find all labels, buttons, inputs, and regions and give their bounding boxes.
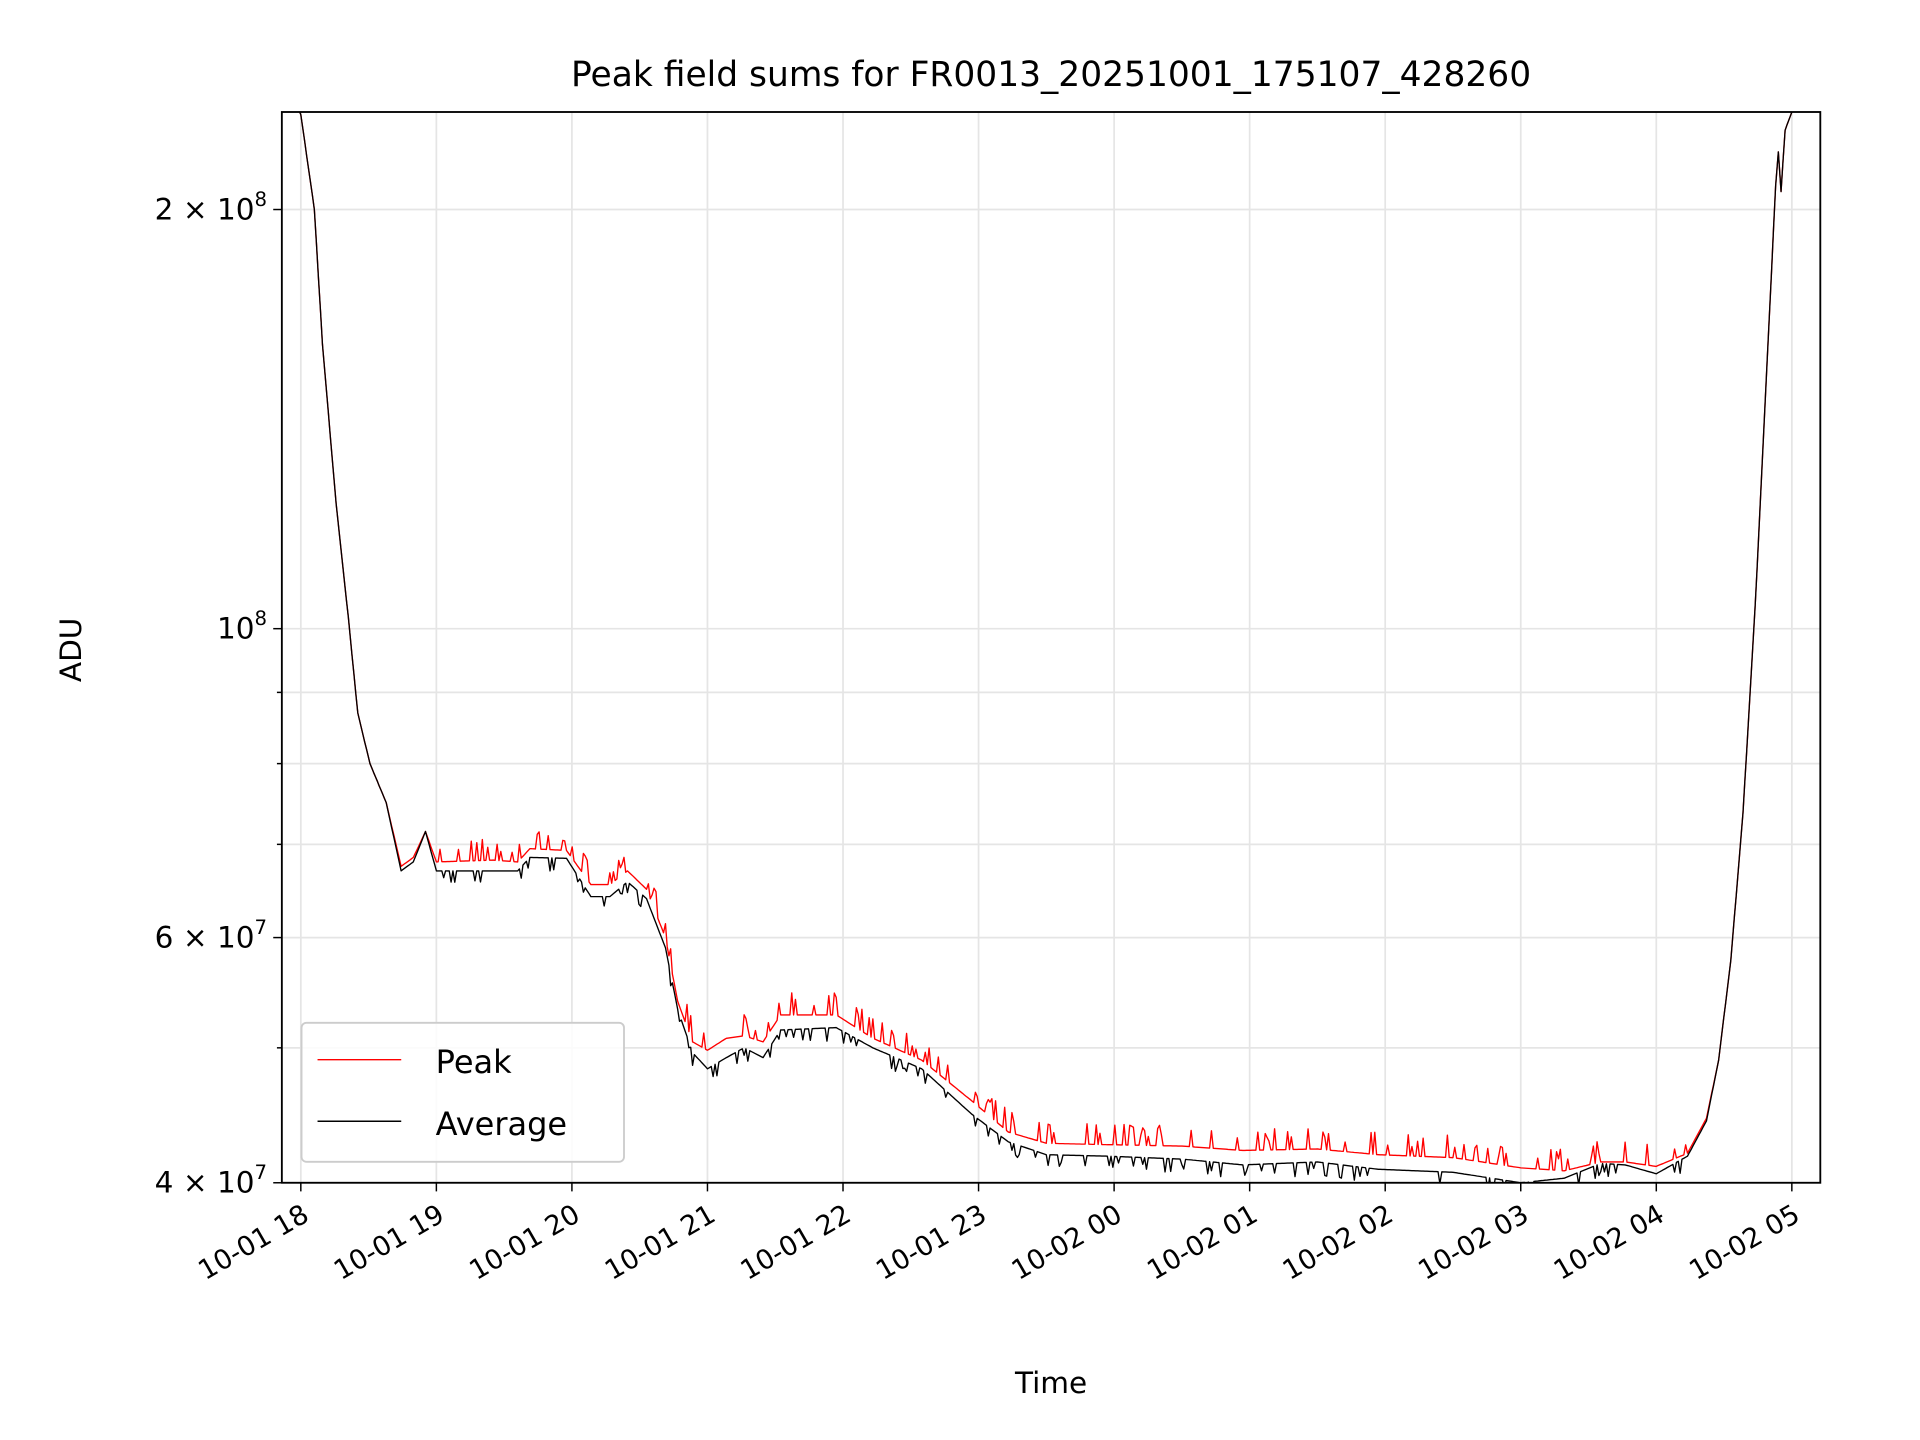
x-tick-label: 10-02 01: [1142, 1199, 1263, 1287]
x-tick-label: 10-01 23: [871, 1199, 992, 1287]
x-tick-label: 10-01 21: [600, 1199, 721, 1287]
y-tick-label: 2 × 108: [155, 188, 267, 227]
legend-average-label: Average: [436, 1105, 567, 1143]
legend-box: [300, 1021, 625, 1163]
plot-frame: [280, 111, 1822, 1184]
y-tick-label: 6 × 107: [155, 916, 267, 955]
x-tick-label: 10-01 18: [193, 1199, 314, 1287]
series-line-peak: [298, 112, 1793, 1172]
x-axis-label: Time: [1014, 1366, 1087, 1400]
x-tick-label: 10-02 02: [1278, 1199, 1399, 1287]
x-tick-label: 10-02 03: [1413, 1199, 1534, 1287]
legend: Peak Average: [300, 1021, 625, 1163]
y-tick-label: 108: [217, 607, 267, 646]
x-tick-label: 10-02 05: [1684, 1199, 1805, 1287]
series-line-average: [298, 112, 1793, 1183]
x-tick-label: 10-01 19: [329, 1199, 450, 1287]
x-tick-label: 10-02 00: [1007, 1199, 1128, 1287]
y-axis: 4 × 107 6 × 107 108 2 × 108: [155, 188, 282, 1200]
legend-peak-label: Peak: [436, 1043, 512, 1081]
x-tick-label: 10-01 20: [464, 1199, 585, 1287]
y-tick-label: 4 × 107: [155, 1161, 267, 1200]
series-lines: [298, 112, 1793, 1183]
chart-title: Peak field sums for FR0013_20251001_1751…: [571, 55, 1531, 95]
y-axis-label: ADU: [54, 618, 88, 683]
x-tick-label: 10-02 04: [1549, 1199, 1670, 1287]
x-axis: 10-01 18 10-01 19 10-01 20 10-01 21 10-01 22…: [193, 1182, 1805, 1287]
x-tick-label: 10-01 22: [735, 1199, 856, 1287]
